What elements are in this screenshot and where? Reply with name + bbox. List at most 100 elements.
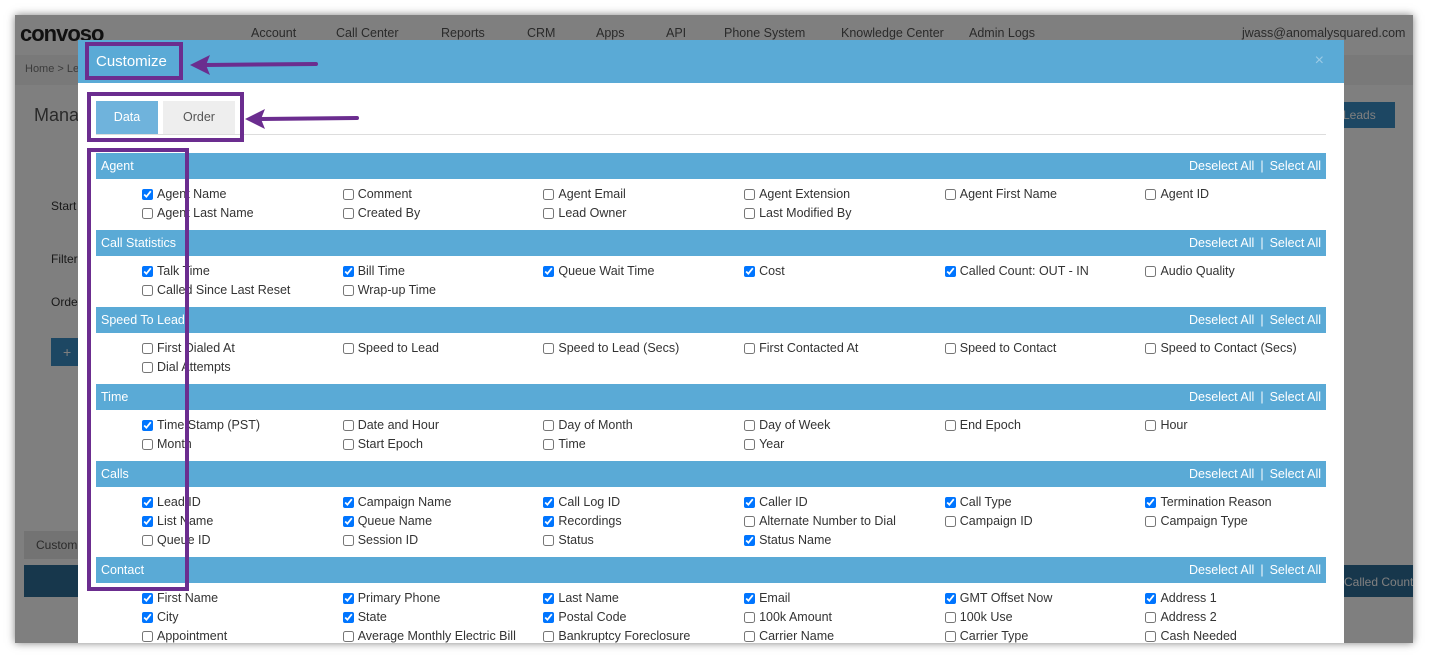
deselect-all[interactable]: Deselect All xyxy=(1189,236,1255,250)
field-option[interactable]: Day of Week xyxy=(744,416,945,435)
checkbox[interactable] xyxy=(944,631,956,642)
checkbox[interactable] xyxy=(944,612,956,623)
field-option[interactable]: First Contacted At xyxy=(744,339,945,358)
checkbox[interactable] xyxy=(744,612,756,623)
field-option[interactable]: Agent Last Name xyxy=(142,204,343,223)
field-option[interactable]: Session ID xyxy=(342,531,544,550)
checkbox[interactable] xyxy=(142,266,153,277)
checkbox[interactable] xyxy=(142,497,153,508)
field-option[interactable]: Call Log ID xyxy=(543,493,744,512)
field-option[interactable]: Carrier Type xyxy=(944,627,1146,643)
field-option[interactable]: Created By xyxy=(342,204,544,223)
field-option[interactable]: Agent ID xyxy=(1145,185,1346,204)
field-option[interactable]: Called Count: OUT - IN xyxy=(944,262,1146,281)
checkbox[interactable] xyxy=(342,420,354,431)
checkbox[interactable] xyxy=(744,497,756,508)
checkbox[interactable] xyxy=(744,189,756,200)
field-option[interactable]: Talk Time xyxy=(142,262,343,281)
field-option[interactable]: Called Since Last Reset xyxy=(142,281,343,300)
checkbox[interactable] xyxy=(342,208,354,219)
select-all[interactable]: Select All xyxy=(1269,236,1321,250)
checkbox[interactable] xyxy=(142,343,153,354)
field-option[interactable]: Recordings xyxy=(543,512,744,531)
checkbox[interactable] xyxy=(342,631,354,642)
tab[interactable]: Data xyxy=(96,101,158,134)
checkbox[interactable] xyxy=(543,189,555,200)
checkbox[interactable] xyxy=(744,516,756,527)
field-option[interactable]: Dial Attempts xyxy=(142,358,343,377)
field-option[interactable]: Address 2 xyxy=(1145,608,1346,627)
field-option[interactable]: Agent Extension xyxy=(744,185,945,204)
checkbox[interactable] xyxy=(142,612,153,623)
field-option[interactable]: GMT Offset Now xyxy=(944,589,1146,608)
field-option[interactable]: First Name xyxy=(142,589,343,608)
field-option[interactable]: Month xyxy=(142,435,343,454)
checkbox[interactable] xyxy=(142,208,153,219)
checkbox[interactable] xyxy=(744,631,756,642)
checkbox[interactable] xyxy=(944,420,956,431)
field-option[interactable]: Campaign Type xyxy=(1145,512,1346,531)
select-all[interactable]: Select All xyxy=(1269,313,1321,327)
field-option[interactable]: Status xyxy=(543,531,744,550)
tab[interactable]: Order xyxy=(163,101,235,134)
field-option[interactable]: Last Name xyxy=(543,589,744,608)
field-option[interactable]: Termination Reason xyxy=(1145,493,1346,512)
checkbox[interactable] xyxy=(142,516,153,527)
checkbox[interactable] xyxy=(543,593,555,604)
close-button[interactable]: × xyxy=(1314,52,1324,69)
checkbox[interactable] xyxy=(342,343,354,354)
field-option[interactable]: Hour xyxy=(1145,416,1346,435)
field-option[interactable]: Start Epoch xyxy=(342,435,544,454)
field-option[interactable]: Speed to Lead (Secs) xyxy=(543,339,744,358)
deselect-all[interactable]: Deselect All xyxy=(1189,467,1255,481)
field-option[interactable]: Email xyxy=(744,589,945,608)
checkbox[interactable] xyxy=(1145,631,1157,642)
field-option[interactable]: Cost xyxy=(744,262,945,281)
checkbox[interactable] xyxy=(142,420,153,431)
field-option[interactable]: Address 1 xyxy=(1145,589,1346,608)
checkbox[interactable] xyxy=(543,266,555,277)
checkbox[interactable] xyxy=(543,497,555,508)
checkbox[interactable] xyxy=(1145,612,1157,623)
field-option[interactable]: Campaign ID xyxy=(944,512,1146,531)
checkbox[interactable] xyxy=(142,362,153,373)
checkbox[interactable] xyxy=(744,208,756,219)
deselect-all[interactable]: Deselect All xyxy=(1189,390,1255,404)
field-option[interactable]: Day of Month xyxy=(543,416,744,435)
checkbox[interactable] xyxy=(543,535,555,546)
checkbox[interactable] xyxy=(543,612,555,623)
field-option[interactable]: 100k Amount xyxy=(744,608,945,627)
field-option[interactable]: Agent Name xyxy=(142,185,343,204)
checkbox[interactable] xyxy=(744,266,756,277)
field-option[interactable]: Queue Wait Time xyxy=(543,262,744,281)
field-option[interactable]: Appointment xyxy=(142,627,343,643)
field-option[interactable]: Caller ID xyxy=(744,493,945,512)
checkbox[interactable] xyxy=(342,439,354,450)
checkbox[interactable] xyxy=(1145,189,1157,200)
select-all[interactable]: Select All xyxy=(1269,159,1321,173)
deselect-all[interactable]: Deselect All xyxy=(1189,313,1255,327)
checkbox[interactable] xyxy=(944,266,956,277)
field-option[interactable]: Primary Phone xyxy=(342,589,544,608)
field-option[interactable]: Cash Needed xyxy=(1145,627,1346,643)
checkbox[interactable] xyxy=(543,439,555,450)
checkbox[interactable] xyxy=(142,535,153,546)
field-option[interactable]: Time xyxy=(543,435,744,454)
field-option[interactable]: Lead ID xyxy=(142,493,343,512)
checkbox[interactable] xyxy=(944,497,956,508)
checkbox[interactable] xyxy=(1145,497,1157,508)
checkbox[interactable] xyxy=(944,593,956,604)
field-option[interactable]: Comment xyxy=(342,185,544,204)
field-option[interactable]: Agent First Name xyxy=(944,185,1146,204)
checkbox[interactable] xyxy=(342,612,354,623)
checkbox[interactable] xyxy=(142,285,153,296)
field-option[interactable]: Wrap-up Time xyxy=(342,281,544,300)
checkbox[interactable] xyxy=(342,535,354,546)
checkbox[interactable] xyxy=(543,516,555,527)
field-option[interactable]: Audio Quality xyxy=(1145,262,1346,281)
field-option[interactable]: Speed to Contact xyxy=(944,339,1146,358)
deselect-all[interactable]: Deselect All xyxy=(1189,563,1255,577)
field-option[interactable]: Time Stamp (PST) xyxy=(142,416,343,435)
field-option[interactable]: End Epoch xyxy=(944,416,1146,435)
checkbox[interactable] xyxy=(543,420,555,431)
